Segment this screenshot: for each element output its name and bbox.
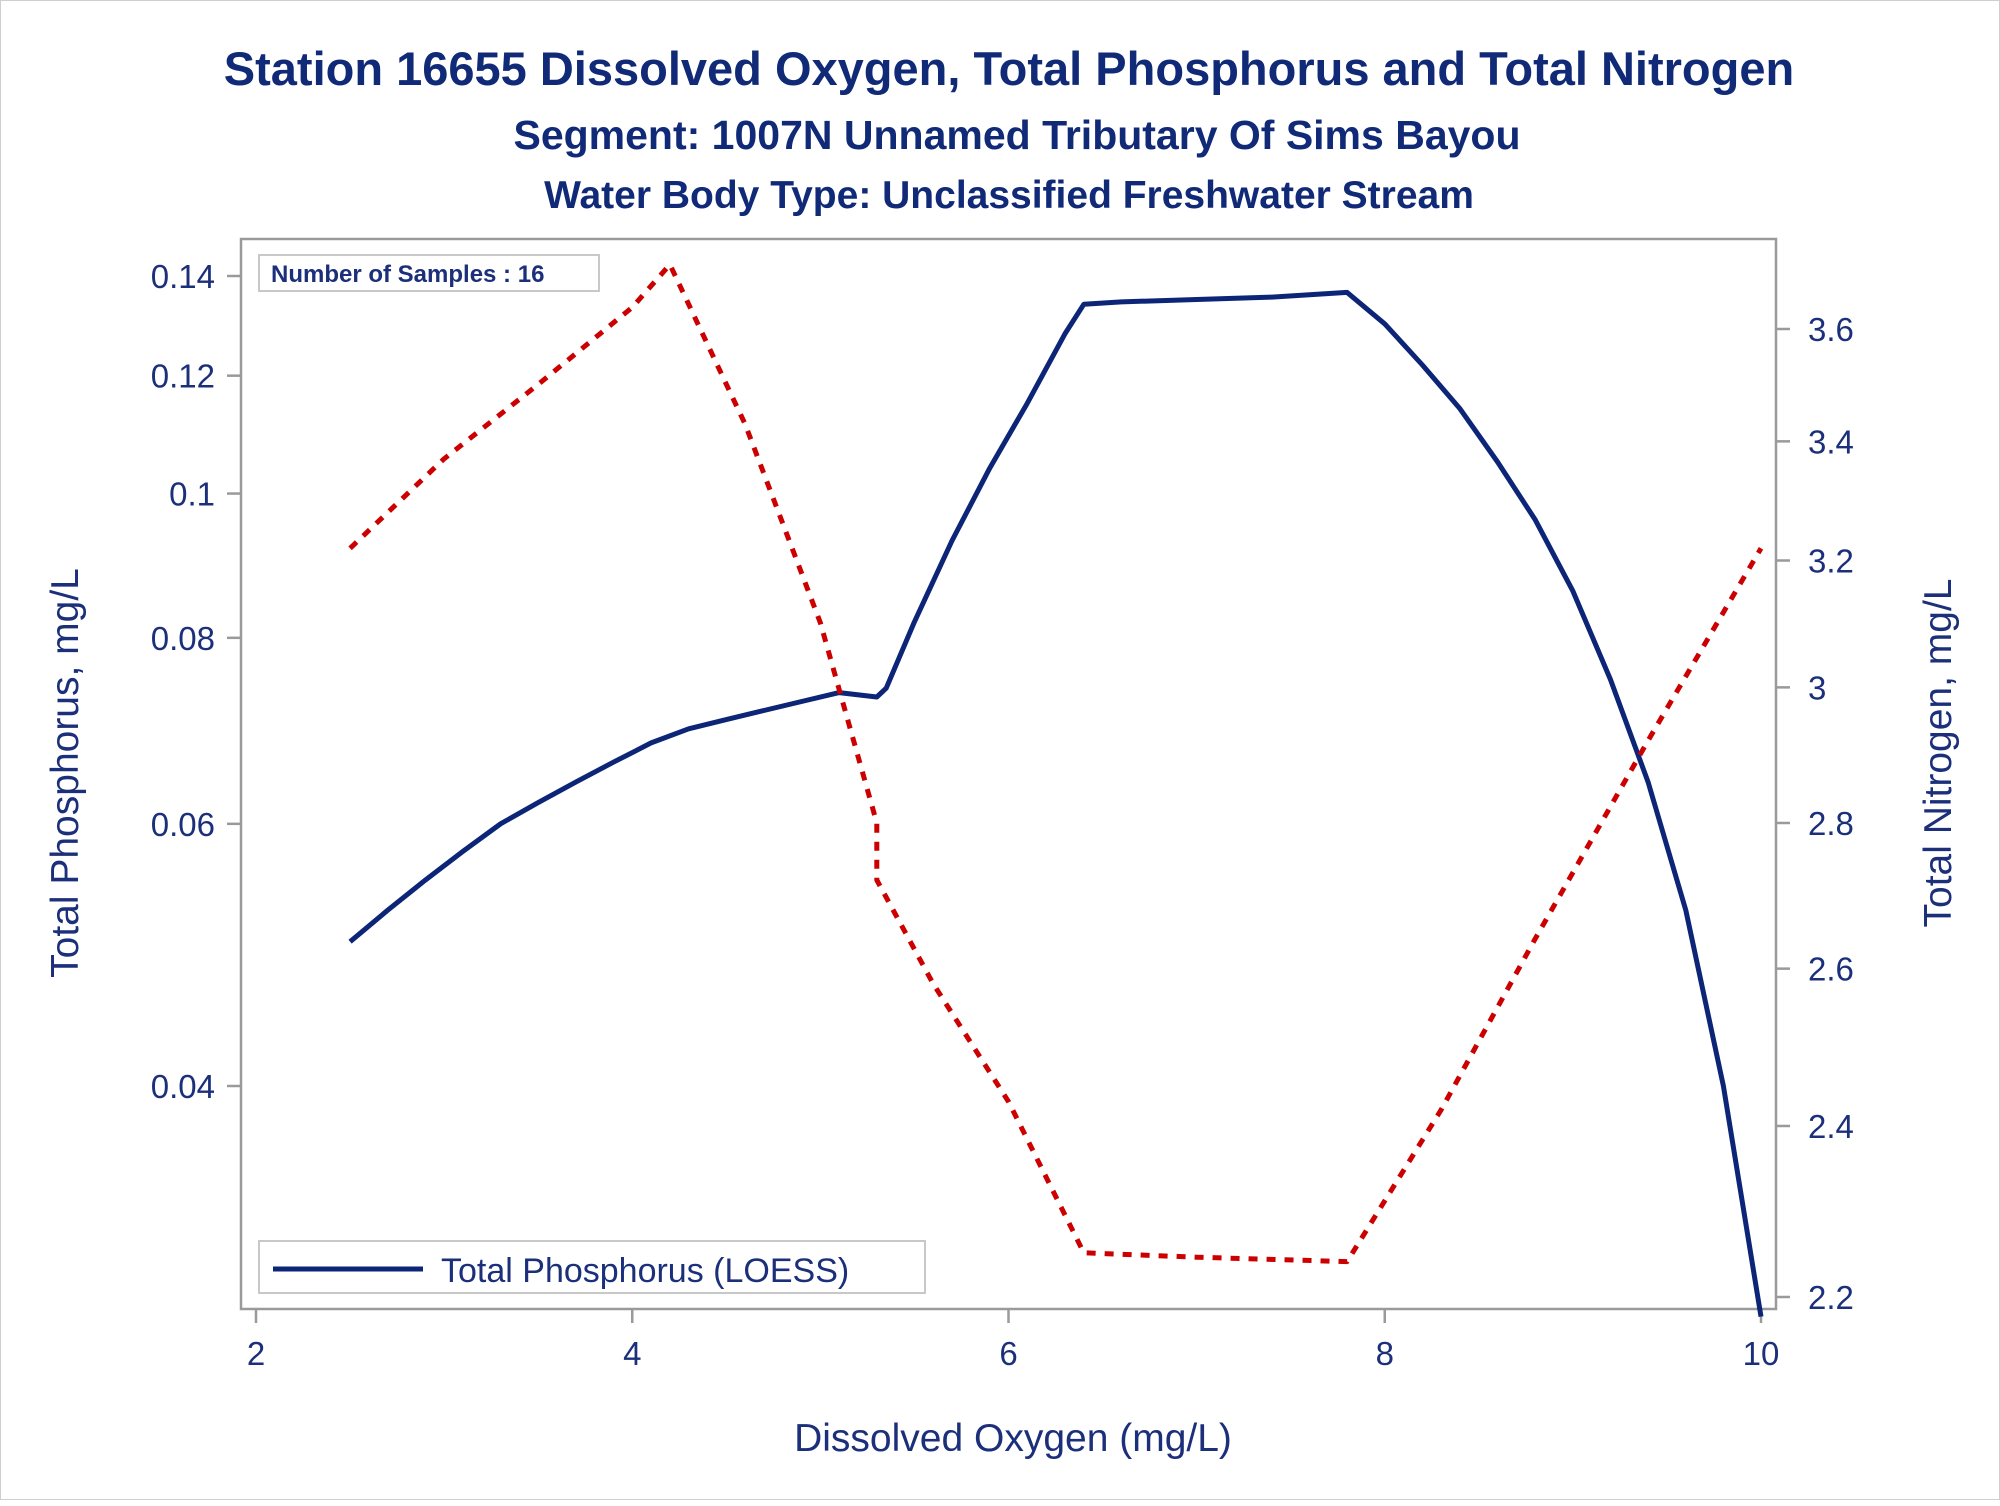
chart-title: Station 16655 Dissolved Oxygen, Total Ph…	[224, 42, 1794, 95]
y-axis-right-label: Total Nitrogen, mg/L	[1917, 578, 1960, 927]
y-left-tick-label: 0.08	[151, 620, 215, 657]
y-right-tick-label: 2.2	[1808, 1279, 1854, 1316]
plot-area-border	[239, 237, 1778, 1311]
total-nitrogen-line	[348, 262, 1764, 1265]
x-axis-label: Dissolved Oxygen (mg/L)	[794, 1417, 1232, 1460]
y-right-tick-label: 3.2	[1808, 543, 1854, 580]
chart-subtitle-2: Water Body Type: Unclassified Freshwater…	[544, 174, 1474, 217]
x-tick-label: 8	[1376, 1335, 1394, 1372]
sample-count-box	[258, 254, 600, 292]
y-left-tick-label: 0.1	[169, 476, 215, 513]
axes-layer: 2 4 6 8 10 0.04 0.06 0.08 0.1 0.12 0.14 2.2 2.4 2.6 2.…	[151, 258, 1854, 1372]
sample-count-label: Number of Samples : 16	[271, 261, 544, 288]
y-left-tick-label: 0.12	[151, 358, 215, 395]
series-layer	[348, 262, 1764, 1318]
y-left-tick-label: 0.14	[151, 258, 215, 295]
x-tick-label: 10	[1743, 1335, 1780, 1372]
y-left-tick-label: 0.06	[151, 806, 215, 843]
x-tick-label: 4	[623, 1335, 641, 1372]
y-right-tick-label: 2.6	[1808, 951, 1854, 988]
y-axis-left-label: Total Phosphorus, mg/L	[44, 568, 87, 978]
total-phosphorus-line	[348, 289, 1764, 1318]
y-right-tick-label: 2.4	[1808, 1108, 1854, 1145]
y-right-tick-label: 3.4	[1808, 423, 1854, 460]
y-right-tick-label: 2.8	[1808, 805, 1854, 842]
y-right-tick-label: 3.6	[1808, 311, 1854, 348]
y-left-tick-label: 0.04	[151, 1068, 215, 1105]
y-right-tick-label: 3	[1808, 669, 1826, 706]
x-tick-label: 2	[247, 1335, 265, 1372]
legend-label-total-phosphorus: Total Phosphorus (LOESS)	[441, 1252, 849, 1290]
chart-subtitle: Segment: 1007N Unnamed Tributary Of Sims…	[513, 112, 1520, 158]
x-tick-label: 6	[999, 1335, 1017, 1372]
